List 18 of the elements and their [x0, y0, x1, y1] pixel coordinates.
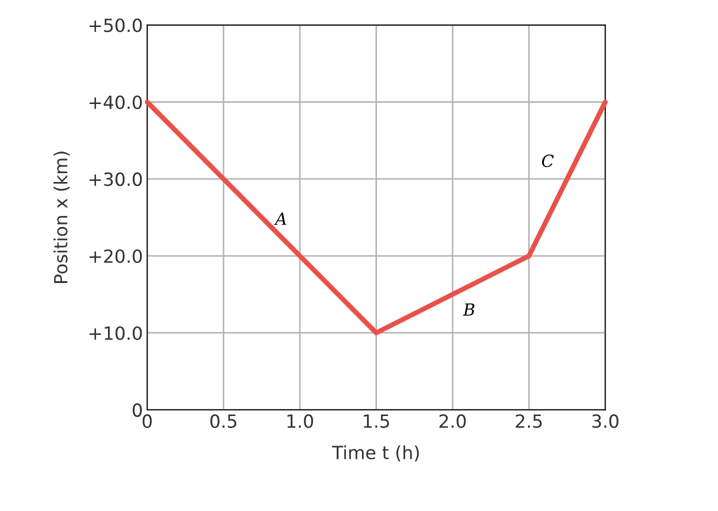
y-tick-label: +10.0 [90, 326, 142, 340]
y-tick-label: +20.0 [90, 249, 142, 264]
y-tick-label: +30.0 [90, 172, 142, 186]
x-tick-label: 0.5 [210, 414, 236, 428]
annotation: A [274, 212, 286, 225]
annotation: B [462, 304, 474, 316]
y-tick-label: +40.0 [90, 95, 142, 110]
x-axis-title: Time t (h) [332, 445, 419, 462]
x-tick-label: 1.5 [364, 414, 390, 428]
x-tick-label: 3.0 [592, 414, 618, 428]
x-tick-label: 2.5 [516, 414, 542, 428]
x-tick-label: 2.0 [440, 414, 466, 428]
annotation: C [542, 154, 554, 168]
y-tick-label: 0 [132, 403, 142, 417]
x-tick-label: 0 [142, 414, 152, 428]
y-tick-label: +50.0 [90, 18, 142, 32]
y-axis-title: Position x (km) [54, 152, 70, 283]
x-tick-label: 1.0 [288, 414, 314, 428]
